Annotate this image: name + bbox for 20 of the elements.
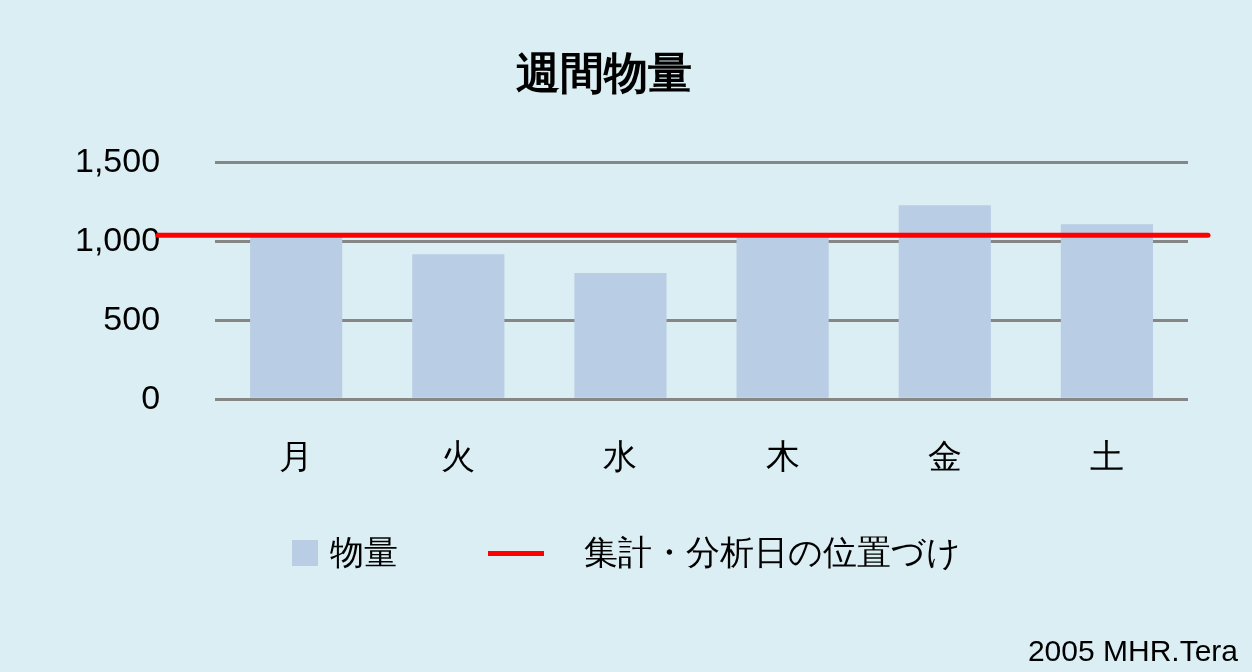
- bar: [250, 235, 343, 398]
- x-tick-label: 火: [441, 436, 476, 477]
- bar: [412, 254, 505, 398]
- legend-label: 物量: [329, 531, 398, 574]
- y-tick-label: 1,000: [74, 219, 161, 258]
- chart-title: 週間物量: [516, 46, 692, 98]
- legend-label: 集計・分析日の位置づけ: [583, 531, 961, 574]
- text: 2005 MHR.Tera: [1027, 634, 1238, 668]
- y-tick-label: 1,500: [74, 141, 161, 180]
- bar: [574, 273, 667, 398]
- y-tick-label: 500: [103, 298, 161, 337]
- bar: [898, 205, 991, 398]
- bar: [736, 235, 829, 398]
- x-tick-label: 土: [1089, 436, 1124, 477]
- bar: [1060, 224, 1154, 398]
- x-tick-label: 木: [765, 436, 800, 477]
- y-tick-label: 0: [141, 377, 161, 416]
- x-tick-label: 金: [927, 436, 962, 477]
- x-tick-label: 月: [279, 436, 314, 477]
- x-tick-label: 水: [603, 436, 638, 477]
